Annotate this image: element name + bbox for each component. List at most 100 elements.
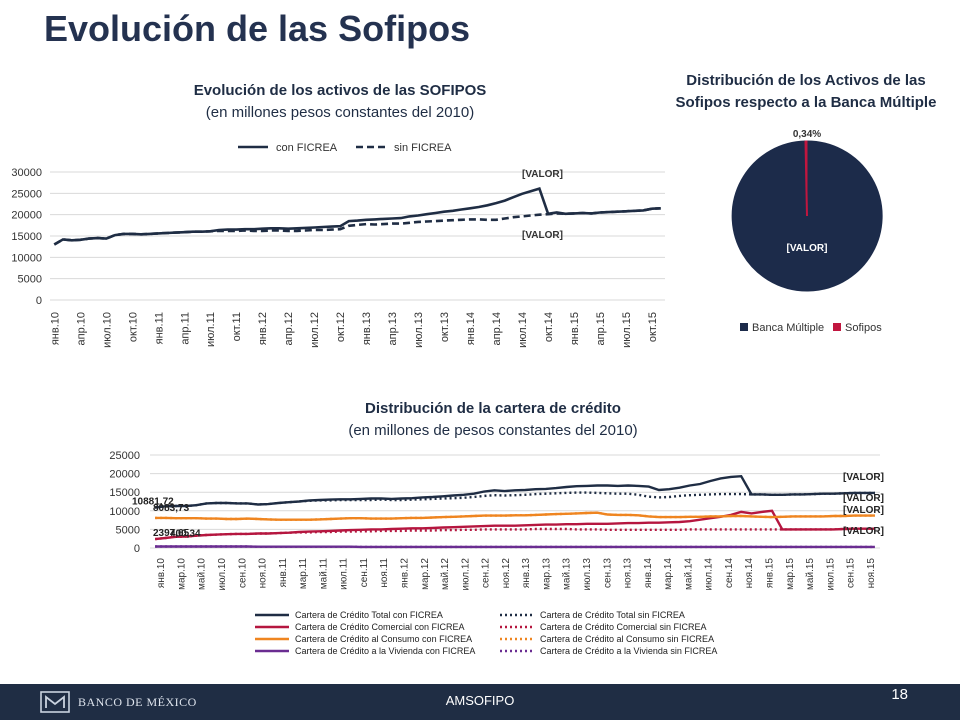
y-tick-label: 25000 xyxy=(109,450,140,462)
cartera-title: Distribución de la cartera de crédito xyxy=(365,400,621,417)
series-line xyxy=(154,509,875,541)
y-tick-label: 15000 xyxy=(11,231,42,243)
pie-chart-title: Distribución de los Activos de las Sofip… xyxy=(658,70,954,114)
legend-swatch xyxy=(740,323,748,331)
x-tick-label: окт.10 xyxy=(127,312,139,342)
x-tick-label: янв.10 xyxy=(49,312,61,345)
x-tick-label: янв.15 xyxy=(764,558,775,589)
x-tick-label: мар.14 xyxy=(663,558,674,590)
x-tick-label: июл.13 xyxy=(582,558,593,591)
legend-swatch xyxy=(833,323,841,331)
x-tick-label: июл.13 xyxy=(413,312,425,348)
legend-label: Sofipos xyxy=(845,322,882,334)
x-tick-label: мар.12 xyxy=(420,558,431,590)
y-tick-label: 0 xyxy=(36,295,42,307)
footer-bar: BANCO DE MÉXICO AMSOFIPO 18 xyxy=(0,684,960,720)
x-tick-label: апр.11 xyxy=(179,312,191,345)
x-tick-label: окт.15 xyxy=(647,312,659,342)
x-tick-label: май.10 xyxy=(197,558,208,590)
x-tick-label: сен.13 xyxy=(602,558,613,588)
x-tick-label: янв.15 xyxy=(569,312,581,345)
legend-label: Cartera de Crédito al Consumo sin FICREA xyxy=(540,634,714,644)
cartera-subtitle: (en millones de pesos constantes del 201… xyxy=(348,422,638,439)
x-tick-label: янв.11 xyxy=(153,312,165,344)
x-tick-label: май.11 xyxy=(318,558,329,590)
series-line xyxy=(154,474,875,509)
x-tick-label: май.14 xyxy=(683,558,694,590)
x-tick-label: апр.13 xyxy=(387,312,399,345)
legend-label: Cartera de Crédito a la Vivienda con FIC… xyxy=(295,646,475,656)
legend-label: Cartera de Crédito Total sin FICREA xyxy=(540,610,685,620)
x-tick-label: янв.11 xyxy=(278,558,289,588)
x-tick-label: июл.10 xyxy=(217,558,228,591)
x-tick-label: июл.14 xyxy=(704,558,715,591)
x-tick-label: янв.13 xyxy=(361,312,373,345)
x-tick-label: июл.12 xyxy=(460,558,471,591)
y-tick-label: 0 xyxy=(134,543,140,555)
y-tick-label: 5000 xyxy=(18,274,42,286)
x-tick-label: ноя.13 xyxy=(623,558,634,589)
legend-label: Cartera de Crédito Total con FICREA xyxy=(295,610,443,620)
x-tick-label: май.13 xyxy=(562,558,573,590)
start-data-label: 8083,73 xyxy=(153,503,190,514)
x-tick-label: мар.11 xyxy=(298,558,309,590)
x-tick-label: май.12 xyxy=(440,558,451,590)
y-tick-label: 10000 xyxy=(109,506,140,518)
banco-de-mexico-logo xyxy=(40,691,70,713)
page-number: 18 xyxy=(891,686,908,703)
pie-chart: 0,34% [VALOR] Banca Múltiple Sofipos xyxy=(731,129,883,334)
footer-brand: BANCO DE MÉXICO xyxy=(78,695,197,709)
legend-label: Cartera de Crédito al Consumo con FICREA xyxy=(295,634,472,644)
x-tick-label: ноя.12 xyxy=(501,558,512,589)
x-tick-label: мар.10 xyxy=(176,558,187,590)
x-tick-label: ноя.10 xyxy=(258,558,269,589)
start-data-label: 10881,72 xyxy=(132,497,174,508)
pie-data-label: [VALOR] xyxy=(787,243,828,254)
activos-subtitle: (en millones pesos constantes del 2010) xyxy=(205,104,475,121)
x-tick-label: янв.12 xyxy=(257,312,269,345)
x-tick-label: янв.10 xyxy=(156,558,167,589)
x-tick-label: мар.15 xyxy=(785,558,796,590)
y-tick-label: 30000 xyxy=(11,167,42,179)
legend-label: Cartera de Crédito Comercial con FICREA xyxy=(295,622,465,632)
x-tick-label: ноя.14 xyxy=(744,558,755,589)
series-line-sin-ficrea xyxy=(53,207,661,246)
x-tick-label: янв.14 xyxy=(643,558,654,589)
legend-label: con FICREA xyxy=(276,142,338,154)
x-tick-label: окт.13 xyxy=(439,312,451,342)
x-tick-label: апр.10 xyxy=(75,312,87,345)
x-tick-label: янв.13 xyxy=(521,558,532,589)
end-data-label: [VALOR] xyxy=(843,493,884,504)
x-tick-label: июл.11 xyxy=(339,558,350,590)
annotation-label: [VALOR] xyxy=(522,230,563,241)
x-tick-label: янв.12 xyxy=(399,558,410,589)
y-tick-label: 5000 xyxy=(116,524,140,536)
pie-slice-sofipos-edge xyxy=(804,140,808,217)
cartera-line-chart: 0 5000 10000 15000 20000 25000 янв.10 мар.10 май… xyxy=(109,450,884,656)
activos-line-chart: 0 5000 10000 15000 20000 25000 30000 янв.10 апр.… xyxy=(11,142,665,348)
start-data-label: 400,34 xyxy=(170,529,201,540)
x-tick-label: июл.14 xyxy=(517,312,529,348)
y-tick-label: 10000 xyxy=(11,252,42,264)
end-data-label: [VALOR] xyxy=(843,472,884,483)
x-tick-label: сен.14 xyxy=(724,558,735,588)
x-tick-label: сен.11 xyxy=(359,558,370,588)
pie-title: Distribución de los Activos de las Sofip… xyxy=(675,72,937,111)
x-tick-label: мар.13 xyxy=(541,558,552,590)
x-tick-label: окт.12 xyxy=(335,312,347,342)
x-tick-label: сен.12 xyxy=(481,558,492,588)
annotation-label: [VALOR] xyxy=(522,169,563,180)
x-tick-label: апр.15 xyxy=(595,312,607,345)
pie-data-label: 0,34% xyxy=(793,129,821,140)
end-data-label: [VALOR] xyxy=(843,526,884,537)
cartera-chart-title: Distribución de la cartera de crédito (e… xyxy=(300,398,686,442)
x-tick-label: апр.12 xyxy=(283,312,295,345)
y-tick-label: 25000 xyxy=(11,188,42,200)
legend-label: Banca Múltiple xyxy=(752,322,824,334)
activos-title: Evolución de los activos de las SOFIPOS xyxy=(193,82,487,99)
x-tick-label: июл.15 xyxy=(825,558,836,591)
end-data-label: [VALOR] xyxy=(843,505,884,516)
x-tick-label: июл.15 xyxy=(621,312,633,348)
x-tick-label: окт.14 xyxy=(543,312,555,342)
start-data-label: 2397,65 xyxy=(153,528,190,539)
